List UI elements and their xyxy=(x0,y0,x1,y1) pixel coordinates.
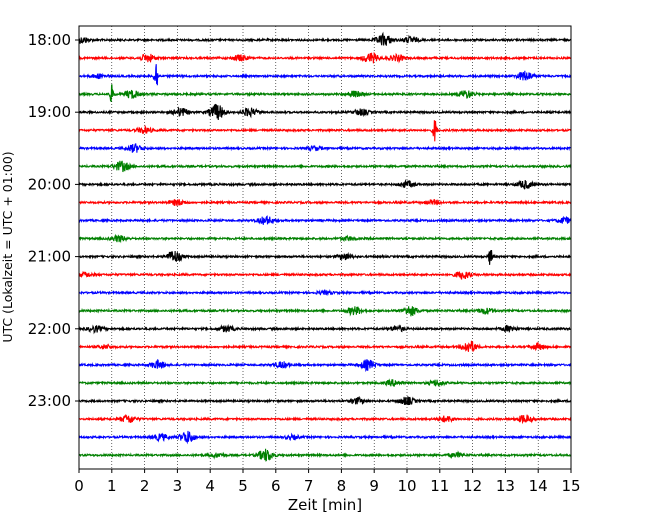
x-tick-label: 3 xyxy=(173,477,183,495)
trace-2100 xyxy=(78,249,572,265)
trace-1800 xyxy=(78,31,572,46)
y-tick-label: 21:00 xyxy=(28,248,71,266)
trace-2045 xyxy=(78,233,572,244)
x-tick-label: 1 xyxy=(107,477,117,495)
trace-2315 xyxy=(78,414,572,425)
trace-2330 xyxy=(78,430,572,445)
trace-2115 xyxy=(78,270,572,280)
y-axis-ticks: 18:00 19:00 20:00 21:00 22:00 23:00 xyxy=(28,31,79,410)
x-tick-label: 7 xyxy=(304,477,314,495)
trace-2345 xyxy=(78,448,572,462)
trace-2030 xyxy=(78,215,572,225)
y-axis-label: UTC (Lokalzeit = UTC + 01:00) xyxy=(0,151,15,342)
x-tick-label: 11 xyxy=(430,477,449,495)
trace-2130 xyxy=(78,288,572,297)
x-tick-label: 5 xyxy=(238,477,248,495)
trace-1900 xyxy=(78,103,572,120)
trace-1945 xyxy=(78,160,572,173)
x-tick-label: 12 xyxy=(463,477,482,495)
x-axis-label: Zeit [min] xyxy=(288,496,362,514)
x-tick-label: 13 xyxy=(496,477,515,495)
trace-1930 xyxy=(78,143,572,153)
x-tick-label: 15 xyxy=(561,477,580,495)
x-tick-label: 14 xyxy=(529,477,548,495)
x-tick-label: 0 xyxy=(74,477,84,495)
x-tick-label: 6 xyxy=(271,477,281,495)
x-tick-label: 4 xyxy=(205,477,215,495)
x-tick-label: 10 xyxy=(397,477,416,495)
x-grid xyxy=(111,26,539,469)
x-tick-label: 2 xyxy=(140,477,150,495)
trace-2230 xyxy=(78,359,572,373)
trace-group xyxy=(78,31,572,462)
trace-2015 xyxy=(78,198,572,207)
trace-2215 xyxy=(78,340,572,352)
trace-2145 xyxy=(78,306,572,317)
trace-1815 xyxy=(78,51,572,64)
trace-2245 xyxy=(78,378,572,387)
x-tick-label: 8 xyxy=(337,477,347,495)
trace-2200 xyxy=(78,324,572,335)
x-axis-ticks: 0 1 2 3 4 5 6 7 8 9 10 11 12 13 14 15 xyxy=(74,469,581,495)
plot-area-frame xyxy=(78,25,572,470)
trace-1915 xyxy=(78,120,572,142)
trace-2300 xyxy=(78,395,572,406)
trace-2000 xyxy=(78,178,572,191)
y-tick-label: 19:00 xyxy=(28,103,71,121)
trace-1830 xyxy=(78,64,572,86)
trace-1845 xyxy=(78,84,572,102)
y-tick-label: 20:00 xyxy=(28,175,71,193)
x-tick-label: 9 xyxy=(369,477,379,495)
y-tick-label: 18:00 xyxy=(28,31,71,49)
y-tick-label: 22:00 xyxy=(28,320,71,338)
y-tick-label: 23:00 xyxy=(28,392,71,410)
